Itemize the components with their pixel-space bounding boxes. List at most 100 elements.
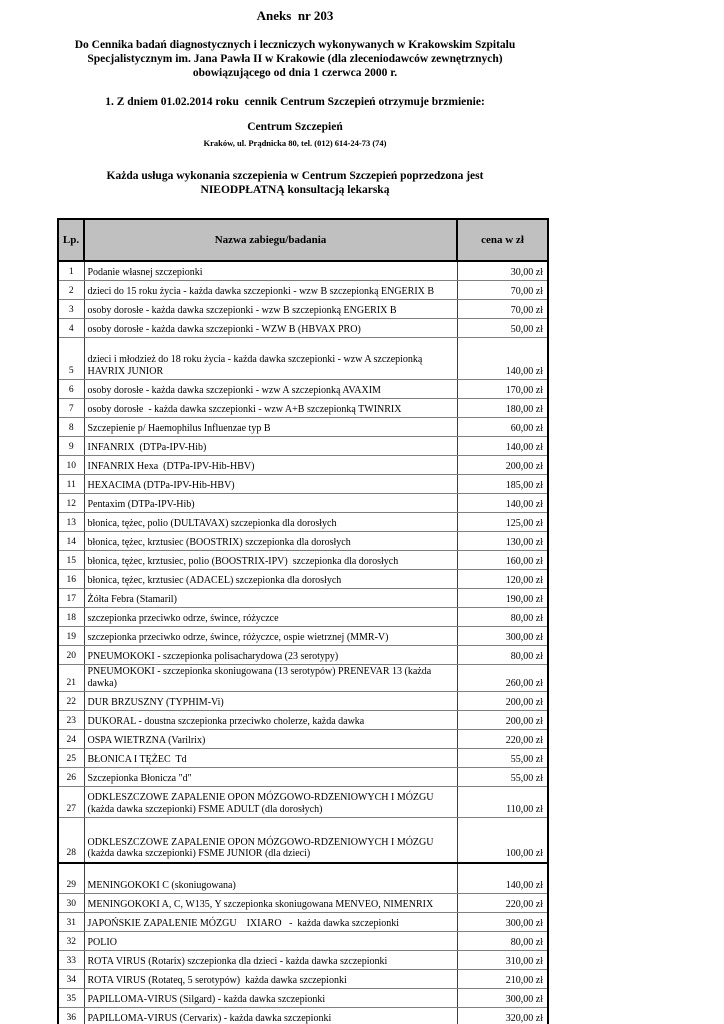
row-name-cell: szczepionka przeciwko odrze, śwince, róż… bbox=[83, 607, 458, 627]
table-row: 36 PAPILLOMA-VIRUS (Cervarix) - każda da… bbox=[57, 1007, 549, 1024]
row-price-cell: 60,00 zł bbox=[456, 417, 549, 437]
table-row: 19 szczepionka przeciwko odrze, śwince, … bbox=[57, 626, 549, 646]
table-row: 15 błonica, tężec, krztusiec, polio (BOO… bbox=[57, 550, 549, 570]
row-name-cell: OSPA WIETRZNA (Varilrix) bbox=[83, 729, 458, 749]
row-number-cell: 35 bbox=[57, 988, 85, 1008]
row-price-cell: 70,00 zł bbox=[456, 280, 549, 300]
row-name-cell: DUKORAL - doustna szczepionka przeciwko … bbox=[83, 710, 458, 730]
table-row: 33 ROTA VIRUS (Rotarix) szczepionka dla … bbox=[57, 950, 549, 970]
row-number-cell: 27 bbox=[57, 786, 85, 818]
row-name-cell: szczepionka przeciwko odrze, śwince, róż… bbox=[83, 626, 458, 646]
table-row: 6 osoby dorosłe - każda dawka szczepionk… bbox=[57, 379, 549, 399]
row-price-cell: 310,00 zł bbox=[456, 950, 549, 970]
row-price-cell: 185,00 zł bbox=[456, 474, 549, 494]
row-name-cell: ODKLESZCZOWE ZAPALENIE OPON MÓZGOWO-RDZE… bbox=[83, 817, 458, 864]
row-number-cell: 14 bbox=[57, 531, 85, 551]
row-price-cell: 110,00 zł bbox=[456, 786, 549, 818]
row-number-cell: 26 bbox=[57, 767, 85, 787]
row-price-cell: 140,00 zł bbox=[456, 493, 549, 513]
row-price-cell: 140,00 zł bbox=[456, 436, 549, 456]
row-number-cell: 9 bbox=[57, 436, 85, 456]
row-price-cell: 320,00 zł bbox=[456, 1007, 549, 1024]
row-name-cell: JAPOŃSKIE ZAPALENIE MÓZGU IXIARO - każda… bbox=[83, 912, 458, 932]
table-row: 34 ROTA VIRUS (Rotateq, 5 serotypów) każ… bbox=[57, 969, 549, 989]
row-price-cell: 180,00 zł bbox=[456, 398, 549, 418]
row-number-cell: 29 bbox=[57, 862, 85, 894]
row-name-cell: POLIO bbox=[83, 931, 458, 951]
table-row: 30 MENINGOKOKI A, C, W135, Y szczepionka… bbox=[57, 893, 549, 913]
table-row: 26 Szczepionka Błonicza "d" 55,00 zł bbox=[57, 767, 549, 787]
row-name-cell: Pentaxim (DTPa-IPV-Hib) bbox=[83, 493, 458, 513]
row-price-cell: 220,00 zł bbox=[456, 729, 549, 749]
row-name-cell: PAPILLOMA-VIRUS (Cervarix) - każda dawka… bbox=[83, 1007, 458, 1024]
row-price-cell: 100,00 zł bbox=[456, 817, 549, 864]
table-row: 22 DUR BRZUSZNY (TYPHIM-Vi) 200,00 zł bbox=[57, 691, 549, 711]
row-name-cell: DUR BRZUSZNY (TYPHIM-Vi) bbox=[83, 691, 458, 711]
table-row: 29 MENINGOKOKI C (skoniugowana) 140,00 z… bbox=[57, 862, 549, 894]
row-number-cell: 12 bbox=[57, 493, 85, 513]
row-number-cell: 31 bbox=[57, 912, 85, 932]
row-number-cell: 1 bbox=[57, 260, 85, 281]
price-table: Lp. Nazwa zabiegu/badania cena w zł 1 Po… bbox=[57, 218, 549, 1024]
row-number-cell: 16 bbox=[57, 569, 85, 589]
row-name-cell: Szczepionka Błonicza "d" bbox=[83, 767, 458, 787]
row-price-cell: 130,00 zł bbox=[456, 531, 549, 551]
row-name-cell: INFANRIX (DTPa-IPV-Hib) bbox=[83, 436, 458, 456]
row-number-cell: 33 bbox=[57, 950, 85, 970]
row-price-cell: 80,00 zł bbox=[456, 645, 549, 665]
table-row: 3 osoby dorosłe - każda dawka szczepionk… bbox=[57, 299, 549, 319]
table-row: 20 PNEUMOKOKI - szczepionka polisacharyd… bbox=[57, 645, 549, 665]
row-name-cell: HEXACIMA (DTPa-IPV-Hib-HBV) bbox=[83, 474, 458, 494]
table-row: 25 BŁONICA I TĘŻEC Td 55,00 zł bbox=[57, 748, 549, 768]
row-number-cell: 25 bbox=[57, 748, 85, 768]
notice-line-1: Każda usługa wykonania szczepienia w Cen… bbox=[106, 170, 484, 182]
row-number-cell: 3 bbox=[57, 299, 85, 319]
row-number-cell: 13 bbox=[57, 512, 85, 532]
row-price-cell: 70,00 zł bbox=[456, 299, 549, 319]
row-name-cell: ROTA VIRUS (Rotateq, 5 serotypów) każda … bbox=[83, 969, 458, 989]
row-price-cell: 50,00 zł bbox=[456, 318, 549, 338]
row-name-cell: ODKLESZCZOWE ZAPALENIE OPON MÓZGOWO-RDZE… bbox=[83, 786, 458, 818]
row-name-cell: błonica, tężec, krztusiec, polio (BOOSTR… bbox=[83, 550, 458, 570]
table-row: 31 JAPOŃSKIE ZAPALENIE MÓZGU IXIARO - ka… bbox=[57, 912, 549, 932]
row-number-cell: 21 bbox=[57, 664, 85, 692]
row-number-cell: 19 bbox=[57, 626, 85, 646]
row-number-cell: 4 bbox=[57, 318, 85, 338]
row-name-cell: Żółta Febra (Stamaril) bbox=[83, 588, 458, 608]
row-number-cell: 20 bbox=[57, 645, 85, 665]
row-number-cell: 24 bbox=[57, 729, 85, 749]
row-price-cell: 30,00 zł bbox=[456, 260, 549, 281]
row-name-cell: ROTA VIRUS (Rotarix) szczepionka dla dzi… bbox=[83, 950, 458, 970]
table-row: 18 szczepionka przeciwko odrze, śwince, … bbox=[57, 607, 549, 627]
row-name-cell: PNEUMOKOKI - szczepionka skoniugowana (1… bbox=[83, 664, 458, 692]
row-number-cell: 22 bbox=[57, 691, 85, 711]
table-header-row: Lp. Nazwa zabiegu/badania cena w zł bbox=[57, 218, 549, 262]
row-name-cell: błonica, tężec, krztusiec (ADACEL) szcze… bbox=[83, 569, 458, 589]
header-name: Nazwa zabiegu/badania bbox=[83, 218, 458, 262]
table-row: 13 błonica, tężec, polio (DULTAVAX) szcz… bbox=[57, 512, 549, 532]
row-price-cell: 160,00 zł bbox=[456, 550, 549, 570]
table-row: 16 błonica, tężec, krztusiec (ADACEL) sz… bbox=[57, 569, 549, 589]
row-name-cell: błonica, tężec, polio (DULTAVAX) szczepi… bbox=[83, 512, 458, 532]
row-name-cell: PAPILLOMA-VIRUS (Silgard) - każda dawka … bbox=[83, 988, 458, 1008]
table-row: 10 INFANRIX Hexa (DTPa-IPV-Hib-HBV) 200,… bbox=[57, 455, 549, 475]
header-lp: Lp. bbox=[57, 218, 85, 262]
table-row: 17 Żółta Febra (Stamaril) 190,00 zł bbox=[57, 588, 549, 608]
row-name-cell: osoby dorosłe - każda dawka szczepionki … bbox=[83, 379, 458, 399]
row-price-cell: 80,00 zł bbox=[456, 931, 549, 951]
row-price-cell: 80,00 zł bbox=[456, 607, 549, 627]
table-row: 28 ODKLESZCZOWE ZAPALENIE OPON MÓZGOWO-R… bbox=[57, 817, 549, 864]
row-number-cell: 17 bbox=[57, 588, 85, 608]
clause-line: 1. Z dniem 01.02.2014 roku cennik Centru… bbox=[105, 96, 485, 108]
row-number-cell: 2 bbox=[57, 280, 85, 300]
row-number-cell: 15 bbox=[57, 550, 85, 570]
table-row: 5 dzieci i młodzież do 18 roku życia - k… bbox=[57, 337, 549, 380]
table-row: 23 DUKORAL - doustna szczepionka przeciw… bbox=[57, 710, 549, 730]
row-price-cell: 300,00 zł bbox=[456, 988, 549, 1008]
row-price-cell: 200,00 zł bbox=[456, 691, 549, 711]
row-price-cell: 190,00 zł bbox=[456, 588, 549, 608]
row-name-cell: INFANRIX Hexa (DTPa-IPV-Hib-HBV) bbox=[83, 455, 458, 475]
row-name-cell: osoby dorosłe - każda dawka szczepionki … bbox=[83, 318, 458, 338]
row-number-cell: 30 bbox=[57, 893, 85, 913]
table-row: 1 Podanie własnej szczepionki 30,00 zł bbox=[57, 260, 549, 281]
